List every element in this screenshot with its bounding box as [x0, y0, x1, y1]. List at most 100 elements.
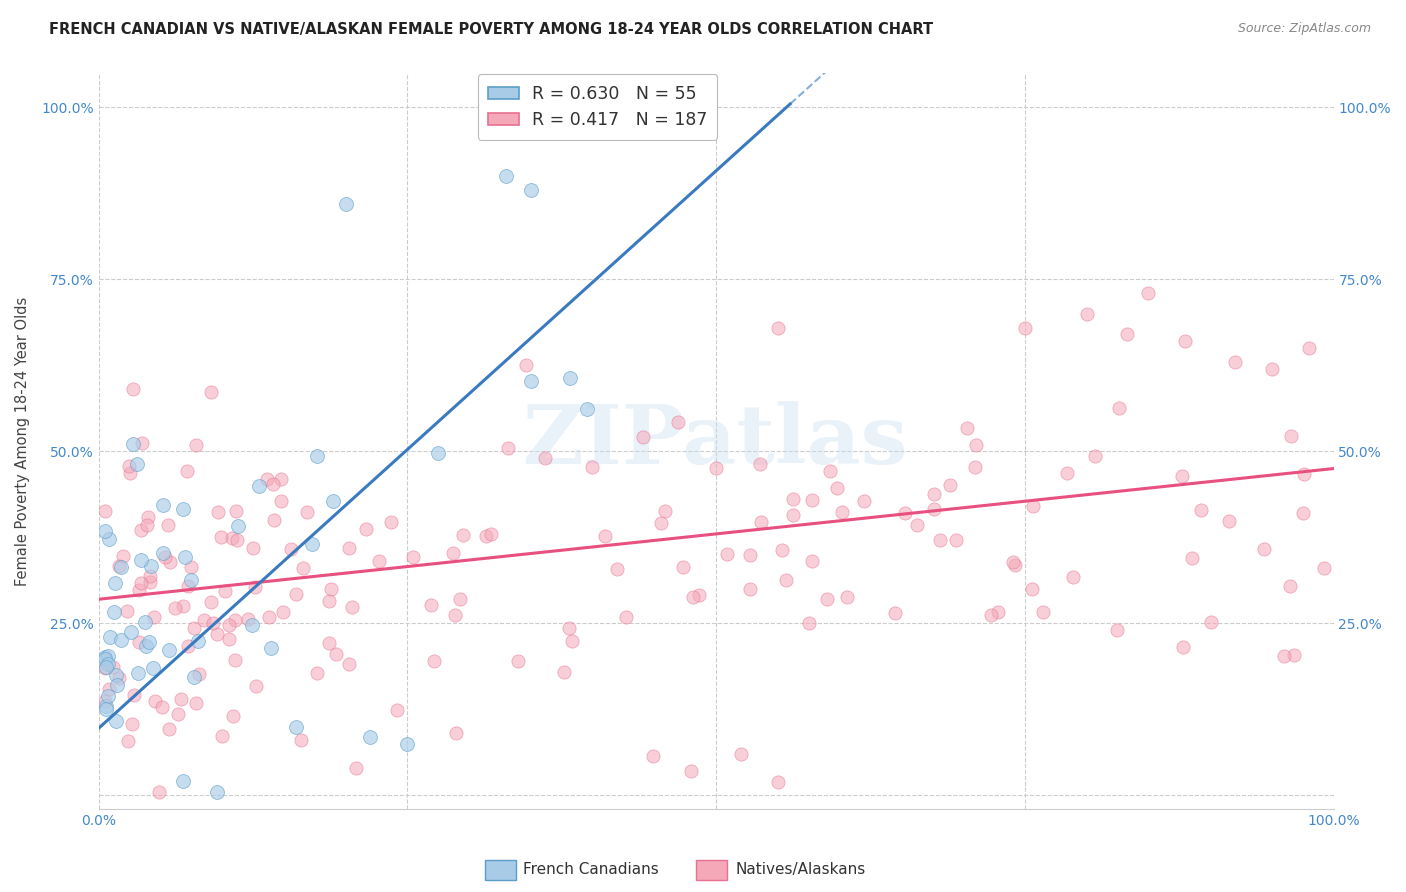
Point	[97, 657, 120, 672]
Point	[138, 635, 160, 649]
Legend: R = 0.630   N = 55, R = 0.417   N = 187: R = 0.630 N = 55, R = 0.417 N = 187	[478, 74, 717, 140]
Point	[157, 722, 180, 736]
Point	[97, 649, 120, 664]
Point	[558, 370, 581, 384]
Text: ZIPatlas: ZIPatlas	[523, 401, 908, 481]
Point	[172, 773, 194, 788]
Point	[1171, 468, 1194, 483]
Point	[218, 632, 240, 647]
Point	[247, 479, 270, 493]
Point	[236, 612, 259, 626]
Point	[271, 605, 294, 619]
Point	[97, 532, 120, 546]
Point	[782, 491, 804, 506]
Point	[94, 699, 117, 714]
Point	[187, 633, 209, 648]
Point	[1181, 551, 1204, 566]
Point	[380, 515, 402, 529]
Point	[142, 661, 165, 675]
Point	[322, 493, 344, 508]
Point	[163, 600, 186, 615]
Point	[319, 582, 342, 597]
Point	[159, 555, 181, 569]
Point	[775, 574, 797, 588]
Point	[270, 472, 292, 486]
Point	[337, 541, 360, 555]
Point	[107, 559, 129, 574]
Point	[122, 382, 145, 396]
Point	[122, 436, 145, 450]
Point	[671, 560, 693, 574]
Point	[135, 640, 157, 654]
Point	[167, 706, 190, 721]
Point	[193, 613, 215, 627]
Point	[136, 518, 159, 533]
Point	[183, 621, 205, 635]
Point	[956, 421, 979, 435]
Point	[831, 505, 853, 519]
Point	[188, 666, 211, 681]
Point	[1292, 467, 1315, 482]
Point	[128, 635, 150, 649]
Point	[207, 785, 229, 799]
Point	[325, 647, 347, 661]
Point	[444, 607, 467, 622]
Point	[211, 530, 233, 544]
Point	[224, 613, 246, 627]
Point	[1218, 514, 1240, 528]
Point	[706, 461, 728, 475]
Point	[782, 508, 804, 522]
Point	[301, 537, 323, 551]
Point	[770, 542, 793, 557]
Point	[262, 477, 284, 491]
Point	[515, 358, 537, 372]
Point	[148, 785, 170, 799]
Point	[444, 726, 467, 740]
Point	[837, 590, 859, 604]
Point	[427, 446, 450, 460]
Point	[177, 579, 200, 593]
Point	[101, 660, 124, 674]
Point	[1084, 449, 1107, 463]
Point	[94, 650, 117, 665]
Point	[318, 636, 340, 650]
Point	[103, 605, 125, 619]
Point	[170, 691, 193, 706]
Point	[1022, 499, 1045, 513]
Point	[479, 527, 502, 541]
Point	[354, 522, 377, 536]
Point	[110, 633, 132, 648]
Point	[202, 615, 225, 630]
Point	[688, 588, 710, 602]
Point	[97, 689, 120, 703]
Point	[221, 709, 243, 723]
Point	[359, 730, 381, 744]
Point	[142, 610, 165, 624]
Point	[449, 591, 471, 606]
Point	[420, 599, 443, 613]
Point	[945, 533, 967, 547]
Point	[118, 458, 141, 473]
Point	[173, 501, 195, 516]
Point	[1116, 326, 1139, 341]
Point	[508, 654, 530, 668]
Point	[290, 733, 312, 747]
Point	[1191, 502, 1213, 516]
Point	[143, 694, 166, 708]
Point	[221, 531, 243, 545]
Point	[177, 639, 200, 653]
Point	[496, 441, 519, 455]
Point	[94, 661, 117, 675]
Point	[292, 561, 315, 575]
Point	[207, 505, 229, 519]
Point	[94, 694, 117, 708]
Point	[820, 464, 842, 478]
Point	[963, 460, 986, 475]
Point	[1004, 558, 1026, 572]
Text: French Canadians: French Canadians	[523, 863, 659, 877]
Point	[136, 510, 159, 524]
Point	[1137, 286, 1160, 301]
Point	[139, 558, 162, 573]
Point	[520, 183, 543, 197]
Point	[110, 560, 132, 574]
